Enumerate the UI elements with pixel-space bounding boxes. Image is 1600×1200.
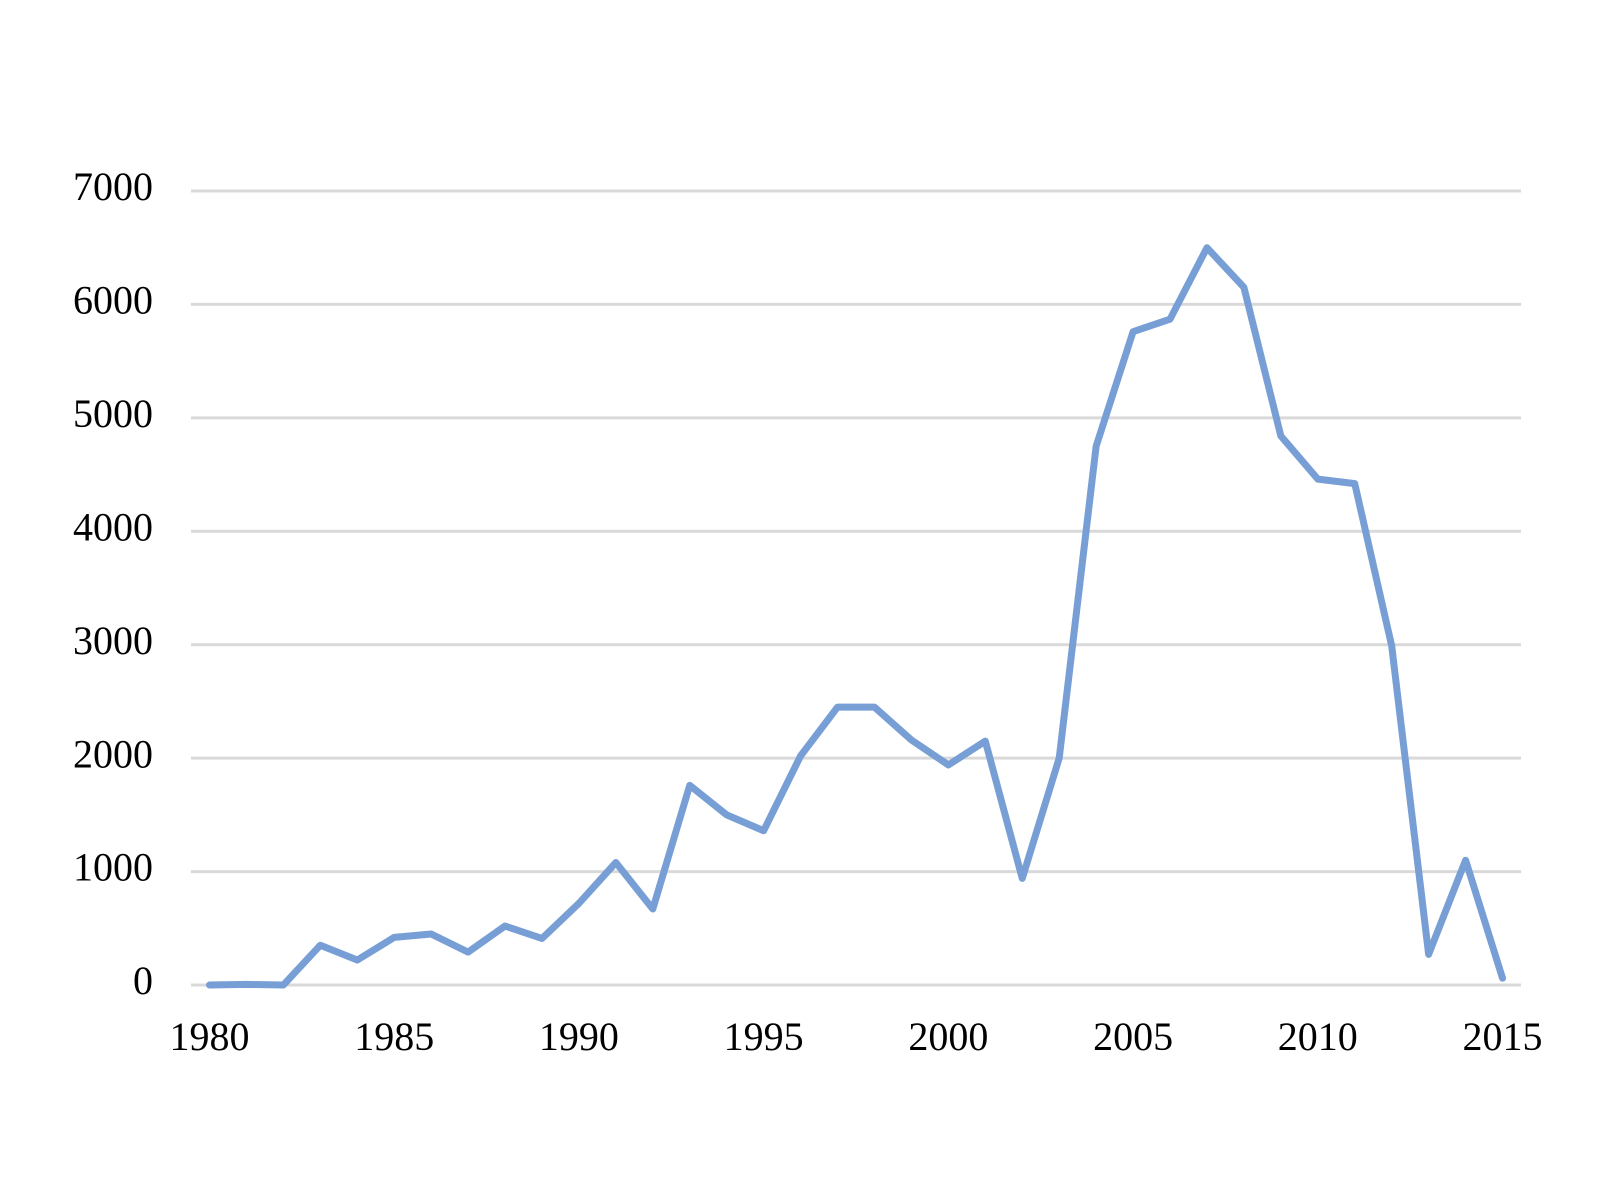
x-tick-label: 2010 xyxy=(1278,1014,1358,1059)
y-tick-label: 1000 xyxy=(73,845,153,890)
y-tick-label: 5000 xyxy=(73,391,153,436)
y-tick-label: 6000 xyxy=(73,278,153,323)
y-tick-label: 4000 xyxy=(73,504,153,549)
x-tick-label: 1980 xyxy=(169,1014,249,1059)
data-line xyxy=(205,244,1507,989)
x-tick-label: 2000 xyxy=(908,1014,988,1059)
y-tick-label: 0 xyxy=(133,958,153,1003)
x-tick-label: 2015 xyxy=(1463,1014,1543,1059)
y-tick-label: 3000 xyxy=(73,618,153,663)
x-tick-label: 1990 xyxy=(539,1014,619,1059)
y-tick-label: 2000 xyxy=(73,731,153,776)
x-tick-label: 1985 xyxy=(354,1014,434,1059)
y-tick-label: 7000 xyxy=(73,164,153,209)
x-tick-label: 2005 xyxy=(1093,1014,1173,1059)
x-tick-label: 1995 xyxy=(724,1014,804,1059)
